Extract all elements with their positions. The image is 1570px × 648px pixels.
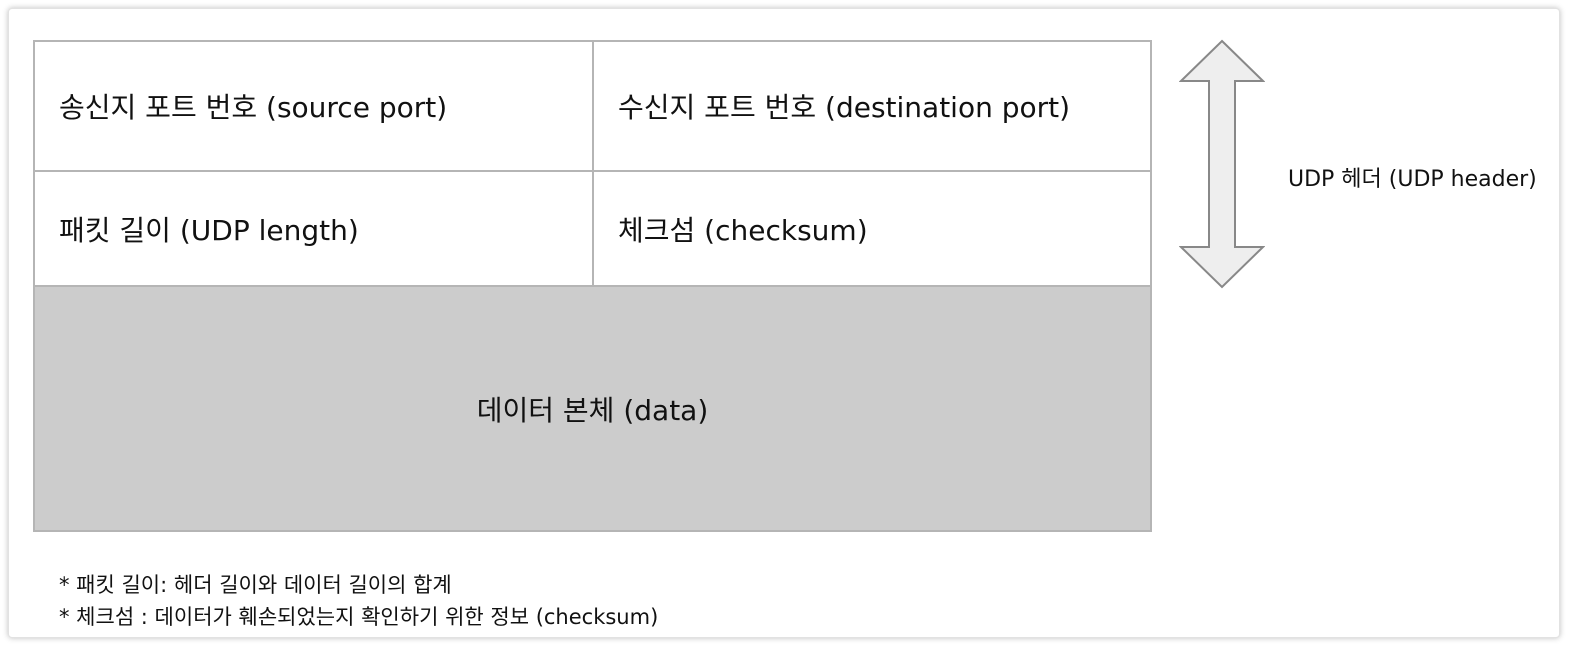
udp-header-label: UDP 헤더 (UDP header) <box>1288 167 1537 192</box>
udp-datagram-table: 송신지 포트 번호 (source port) 수신지 포트 번호 (desti… <box>33 40 1152 532</box>
destination-port-field: 수신지 포트 번호 (destination port) <box>594 42 1150 172</box>
data-body-field: 데이터 본체 (data) <box>35 287 1150 530</box>
double-headed-vertical-arrow-icon <box>1179 39 1265 289</box>
footnote-length: * 패킷 길이: 헤더 길이와 데이터 길이의 합계 <box>59 573 452 597</box>
footnote-checksum: * 체크섬 : 데이터가 훼손되었는지 확인하기 위한 정보 (checksum… <box>59 605 659 629</box>
diagram-frame: 송신지 포트 번호 (source port) 수신지 포트 번호 (desti… <box>8 8 1560 638</box>
udp-length-field: 패킷 길이 (UDP length) <box>35 172 594 287</box>
footnotes: * 패킷 길이: 헤더 길이와 데이터 길이의 합계 * 체크섬 : 데이터가 … <box>59 569 658 633</box>
source-port-field: 송신지 포트 번호 (source port) <box>35 42 594 172</box>
checksum-field: 체크섬 (checksum) <box>594 172 1150 287</box>
arrow-shape <box>1179 39 1265 289</box>
